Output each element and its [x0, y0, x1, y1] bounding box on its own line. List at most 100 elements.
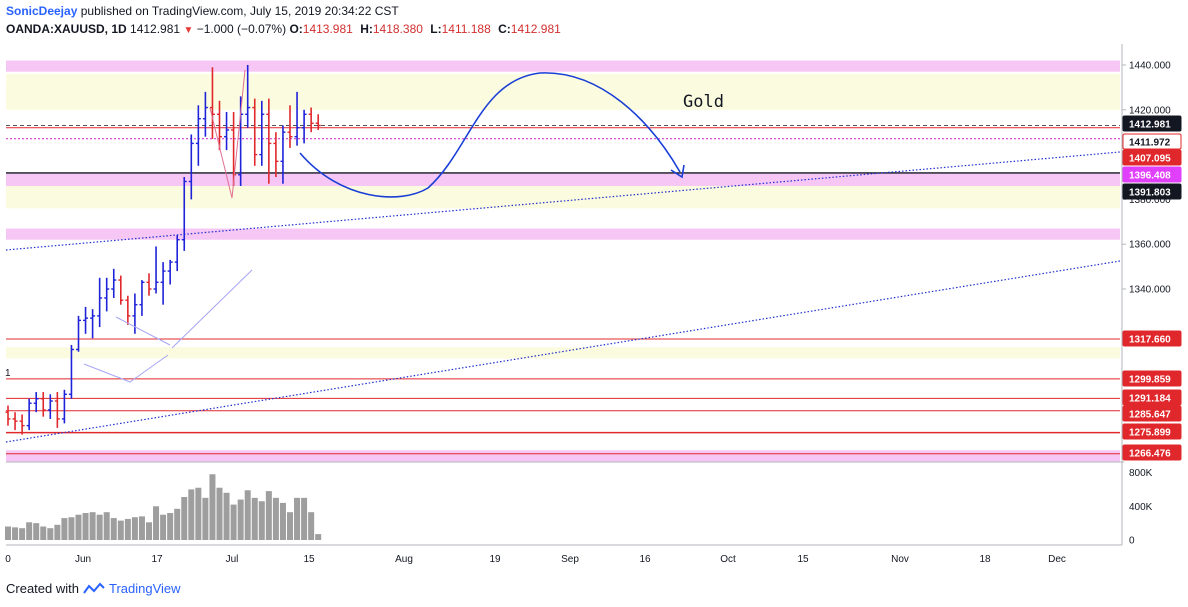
ohlc-bar — [47, 394, 53, 419]
header-published-line: SonicDeejay published on TradingView.com… — [6, 4, 399, 18]
forecast-arrowhead — [670, 164, 685, 179]
price-tick-label: 1440.000 — [1129, 61, 1171, 72]
volume-bar — [308, 512, 315, 540]
volume-bar — [103, 512, 110, 540]
volume-bar — [5, 526, 11, 540]
volume-bar — [96, 514, 103, 540]
lower-trend-line — [5, 260, 1121, 443]
volume-bar — [153, 506, 160, 540]
volume-bar — [19, 528, 26, 540]
volume-bar — [294, 497, 301, 540]
price-badge: 1299.859 — [1122, 370, 1182, 387]
ohlc-bar — [111, 268, 117, 298]
open-value: 1413.981 — [302, 22, 353, 36]
volume-bar — [188, 489, 195, 540]
ohlc-bar — [40, 392, 46, 417]
price-badge-bg — [1122, 115, 1182, 132]
ohlc-bar — [33, 392, 39, 413]
price-badge-bg — [1122, 133, 1182, 150]
ohlc-bar — [195, 105, 201, 166]
price-change: −1.000 (−0.07%) — [196, 22, 287, 36]
ohlc-bar — [294, 91, 300, 146]
price-badge: 1266.476 — [1122, 444, 1182, 461]
price-badge: 1411.972 — [1122, 133, 1182, 150]
upper-trend-line — [5, 151, 1121, 251]
ohlc-bar — [139, 280, 145, 316]
down-triangle-icon: ▼ — [183, 25, 194, 36]
ohlc-bar — [26, 398, 32, 431]
ohlc-bar — [280, 125, 286, 184]
volume-bar — [287, 512, 293, 540]
price-badge: 1396.408 — [1122, 166, 1182, 183]
volume-bar — [131, 517, 138, 540]
price-badge-label: 1411.972 — [1129, 138, 1171, 149]
volume-bar — [124, 518, 131, 540]
ohlc-bar — [315, 114, 321, 130]
time-tick-label: 15 — [303, 554, 315, 565]
time-tick-label: Jul — [226, 554, 239, 565]
ohlc-bar — [266, 98, 272, 184]
tradingview-logo-icon[interactable] — [83, 582, 105, 596]
price-badge: 1317.660 — [1122, 330, 1182, 347]
price-badge-label: 1412.981 — [1129, 120, 1171, 131]
tradingview-brand[interactable]: TradingView — [108, 581, 181, 596]
volume-bar — [40, 526, 47, 540]
path-arrow — [171, 269, 253, 349]
zone-band — [6, 172, 1120, 186]
ohlc-bar — [181, 177, 187, 251]
price-badge-label: 1266.476 — [1129, 449, 1171, 460]
high-label: H: — [360, 22, 373, 36]
volume-bar — [265, 491, 272, 540]
chart-title: Gold — [683, 92, 724, 112]
price-badge-label: 1407.095 — [1129, 154, 1171, 165]
price-badge-label: 1291.184 — [1129, 394, 1171, 405]
published-info: published on TradingView.com, July 15, 2… — [80, 4, 399, 18]
zone-band — [6, 228, 1120, 240]
author-name[interactable]: SonicDeejay — [6, 4, 78, 18]
ohlc-bar — [153, 246, 159, 294]
price-tick-label: 1380.000 — [1129, 195, 1171, 206]
volume-bar — [138, 516, 145, 540]
time-tick-label: 16 — [639, 554, 651, 565]
ohlc-bar — [252, 98, 258, 166]
ohlc-bar — [104, 277, 110, 312]
volume-bar — [68, 517, 75, 540]
zone-band — [6, 450, 1120, 462]
price-badge: 1391.803 — [1122, 183, 1182, 200]
price-badge-bg — [1122, 444, 1182, 461]
volume-bar — [110, 518, 117, 540]
ohlc-bar — [5, 405, 11, 426]
price-badge: 1275.899 — [1122, 423, 1182, 440]
time-tick-label: Dec — [1048, 554, 1066, 565]
ohlc-bar — [308, 107, 314, 133]
volume-bar — [279, 502, 286, 540]
ohlc-bar — [174, 235, 180, 272]
forecast-curve — [299, 72, 681, 198]
ohlc-bar — [76, 315, 81, 352]
ohlc-bar — [188, 134, 194, 200]
volume-bar — [181, 497, 188, 540]
price-badge: 1412.981 — [1122, 115, 1182, 132]
volume-bar — [146, 522, 152, 540]
ohlc-bar — [19, 414, 25, 435]
price-badge-bg — [1122, 405, 1182, 422]
price-badge-bg — [1122, 149, 1182, 166]
price-badge: 1407.095 — [1122, 149, 1182, 166]
time-axis[interactable]: 0 Jun 17 Jul 15 Aug 19 Sep 16 Oct 15 Nov 18 Dec — [5, 554, 1066, 565]
ohlc-bar — [125, 295, 131, 325]
price-axis[interactable]: 1440.000 1420.000 1380.000 1360.000 1340.000 — [1122, 61, 1171, 296]
volume-bar — [195, 487, 202, 540]
price-tick-label: 1360.000 — [1129, 240, 1171, 251]
ohlc-bar — [273, 132, 279, 177]
close-label: C: — [498, 22, 511, 36]
volume-bar — [202, 497, 209, 540]
ohlc-bars — [5, 65, 321, 435]
ohlc-bar — [217, 100, 222, 151]
volume-bar — [61, 518, 68, 540]
time-tick-label: 15 — [797, 554, 809, 565]
price-badge-label: 1285.647 — [1129, 410, 1171, 421]
zone-band — [6, 85, 1120, 110]
price-tick-label: 1420.000 — [1129, 105, 1171, 116]
volume-bar — [33, 523, 40, 540]
